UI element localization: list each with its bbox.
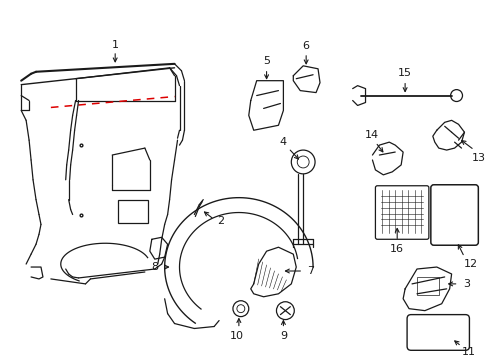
Text: 1: 1 — [111, 40, 119, 50]
Text: 5: 5 — [263, 56, 269, 66]
Text: 15: 15 — [397, 68, 411, 78]
Text: 11: 11 — [461, 347, 474, 357]
Text: 10: 10 — [229, 332, 244, 341]
Bar — [118, 200, 147, 224]
Text: 2: 2 — [217, 216, 224, 226]
Bar — [416, 277, 438, 295]
Text: 12: 12 — [463, 259, 476, 269]
Text: 13: 13 — [471, 153, 486, 163]
Text: 3: 3 — [462, 279, 469, 289]
Text: 9: 9 — [279, 332, 286, 341]
Text: 16: 16 — [389, 244, 404, 254]
Text: 8: 8 — [151, 262, 158, 272]
Text: 6: 6 — [302, 41, 309, 51]
Text: 7: 7 — [307, 266, 314, 276]
Text: 14: 14 — [364, 130, 378, 140]
Text: 4: 4 — [279, 137, 286, 147]
